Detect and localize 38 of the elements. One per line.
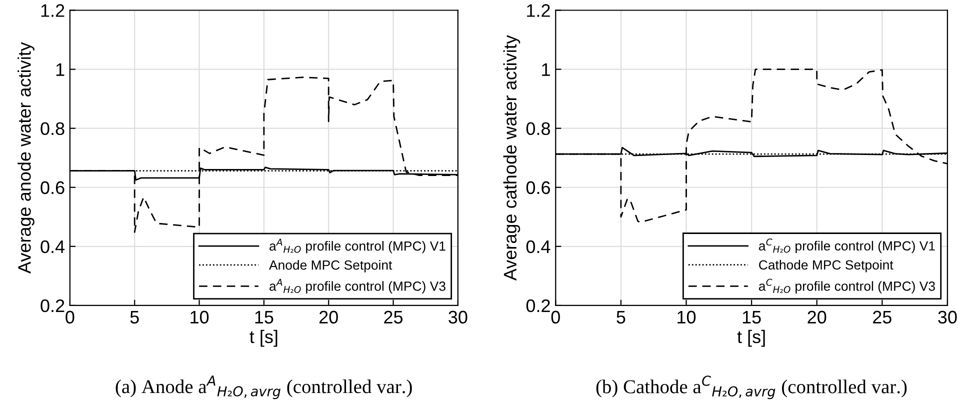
x-tick-label: 20 xyxy=(808,310,826,324)
text: (b) Cathode a$^{C}$$_{H₂O,avrg}$ (controlled var.) xyxy=(596,376,907,400)
y-tick-label: 0.6 xyxy=(526,181,550,194)
y-tick-label: 0.4 xyxy=(40,240,65,254)
legend-label: a$^{C}$$_{H₂O}$ profile control (MPC) V3 xyxy=(758,278,935,294)
x-tick-label: 5 xyxy=(616,310,626,324)
y-tick-label: 0.4 xyxy=(526,240,550,254)
x-tick-label: 5 xyxy=(130,310,139,324)
y-tick-label: 0.6 xyxy=(40,181,64,194)
y-tick-label: 1.2 xyxy=(41,4,64,17)
legend-label: a$^{C}$$_{H₂O}$ profile control (MPC) V1 xyxy=(758,238,935,254)
y-tick-label: 0.2 xyxy=(40,299,64,312)
y-tick-label: 1 xyxy=(542,63,550,76)
y-tick-label: 1 xyxy=(56,63,64,76)
x-tick-label: 10 xyxy=(678,310,696,324)
x-tick-label: 15 xyxy=(742,310,761,324)
x-tick-label: 30 xyxy=(938,310,957,324)
legend-label: Anode MPC Setpoint xyxy=(269,260,392,272)
x-tick-label: 25 xyxy=(873,310,892,324)
y-tick-label: 0.2 xyxy=(526,299,550,312)
x-tick-label: 20 xyxy=(319,310,338,324)
x-tick-label: 25 xyxy=(384,310,403,324)
legend-label: Cathode MPC Setpoint xyxy=(759,260,894,272)
x-axis-title: t [s] xyxy=(737,330,765,347)
x-tick-label: 15 xyxy=(255,310,274,324)
y-axis-title: Average anode water activity xyxy=(18,42,34,274)
text: (a) Anode a$^{A}$$_{H₂O,avrg}$ (controlled var.) xyxy=(116,376,412,400)
x-tick-label: 10 xyxy=(190,310,209,324)
legend-label: a$^{A}$$_{H₂O}$ profile control (MPC) V1 xyxy=(270,238,446,254)
legend-label: a$^{A}$$_{H₂O}$ profile control (MPC) V3 xyxy=(270,278,446,294)
y-tick-label: 0.8 xyxy=(40,122,64,136)
y-axis-title: Average cathode water activity xyxy=(503,35,520,281)
x-tick-label: 0 xyxy=(551,310,560,324)
x-axis-title: t [s] xyxy=(250,330,278,347)
y-tick-label: 1.2 xyxy=(527,4,550,17)
x-tick-label: 30 xyxy=(448,310,468,324)
x-tick-label: 0 xyxy=(66,310,74,324)
y-tick-label: 0.8 xyxy=(526,122,550,136)
